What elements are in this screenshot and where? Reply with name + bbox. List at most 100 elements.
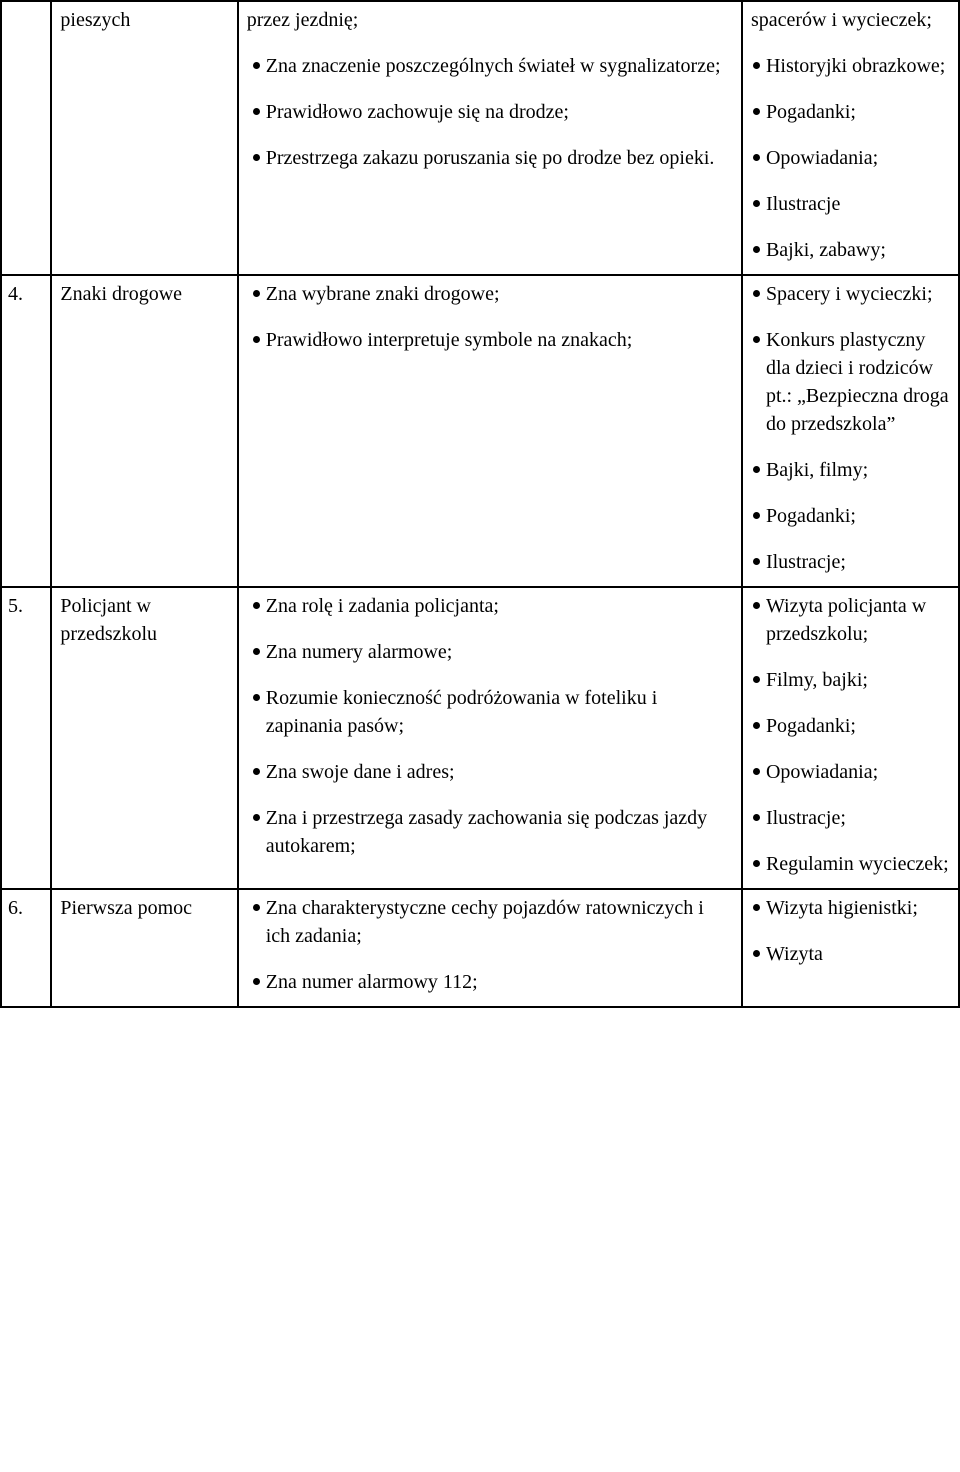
row-number: 5. (1, 587, 51, 889)
bullet-icon (253, 154, 260, 161)
bullet-text: Ilustracje (766, 190, 840, 218)
bullet-icon (753, 108, 760, 115)
topic-text: Pierwsza pomoc (60, 894, 228, 922)
bullet-text: Filmy, bajki; (766, 666, 868, 694)
methods-cell: Wizyta policjanta w przedszkolu; Filmy, b… (742, 587, 959, 889)
bullet-text: Pogadanki; (766, 98, 856, 126)
bullet-icon (253, 978, 260, 985)
topic-text: pieszych (60, 6, 228, 34)
row-number: 6. (1, 889, 51, 1007)
bullet-icon (253, 62, 260, 69)
bullet-icon (253, 336, 260, 343)
bullet-icon (253, 814, 260, 821)
methods-cell: spacerów i wycieczek; Historyjki obrazkow… (742, 1, 959, 275)
bullet-text: Przestrzega zakazu poruszania się po dro… (266, 144, 715, 172)
bullet-text: Opowiadania; (766, 144, 878, 172)
bullet-icon (253, 904, 260, 911)
bullet-text: Wizyta policjanta w przedszkolu; (766, 592, 950, 648)
bullet-text: Zna numery alarmowe; (266, 638, 453, 666)
bullet-item: Przestrzega zakazu poruszania się po dro… (253, 144, 733, 172)
bullet-item: Pogadanki; (753, 712, 950, 740)
bullet-text: Spacery i wycieczki; (766, 280, 933, 308)
row-number: 4. (1, 275, 51, 587)
bullet-item: Opowiadania; (753, 758, 950, 786)
bullet-text: Wizyta higienistki; (766, 894, 918, 922)
bullet-icon (753, 860, 760, 867)
bullet-icon (753, 676, 760, 683)
bullet-text: Regulamin wycieczek; (766, 850, 949, 878)
bullet-icon (753, 950, 760, 957)
bullet-icon (753, 154, 760, 161)
bullet-text: Opowiadania; (766, 758, 878, 786)
bullet-item: Zna wybrane znaki drogowe; (253, 280, 733, 308)
methods-cell: Spacery i wycieczki; Konkurs plastyczny d… (742, 275, 959, 587)
bullet-icon (753, 290, 760, 297)
bullet-item: Zna swoje dane i adres; (253, 758, 733, 786)
bullet-item: Zna znaczenie poszczególnych świateł w s… (253, 52, 733, 80)
bullet-icon (253, 602, 260, 609)
row-number (1, 1, 51, 275)
table-row: pieszych przez jezdnię; Zna znaczenie posz… (1, 1, 959, 275)
table-row: 6. Pierwsza pomoc Zna charakterystyczne ce… (1, 889, 959, 1007)
goals-cell: Zna rolę i zadania policjanta; Zna numery… (238, 587, 742, 889)
bullet-item: Prawidłowo zachowuje się na drodze; (253, 98, 733, 126)
bullet-item: Spacery i wycieczki; (753, 280, 950, 308)
topic-cell: Znaki drogowe (51, 275, 237, 587)
goals-cell: Zna charakterystyczne cechy pojazdów rat… (238, 889, 742, 1007)
table-row: 4. Znaki drogowe Zna wybrane znaki drogowe… (1, 275, 959, 587)
bullet-item: Rozumie konieczność podróżowania w fotel… (253, 684, 733, 740)
bullet-item: Ilustracje; (753, 804, 950, 832)
bullet-item: Pogadanki; (753, 502, 950, 530)
bullet-item: Wizyta (753, 940, 950, 968)
topic-text: Policjant w przedszkolu (60, 592, 228, 648)
bullet-text: Prawidłowo zachowuje się na drodze; (266, 98, 569, 126)
bullet-item: Zna numery alarmowe; (253, 638, 733, 666)
bullet-icon (753, 602, 760, 609)
bullet-item: Wizyta higienistki; (753, 894, 950, 922)
bullet-icon (253, 290, 260, 297)
bullet-text: Konkurs plastyczny dla dzieci i rodziców… (766, 326, 950, 438)
bullet-text: Pogadanki; (766, 712, 856, 740)
curriculum-table: pieszych przez jezdnię; Zna znaczenie posz… (0, 0, 960, 1008)
bullet-icon (753, 512, 760, 519)
topic-cell: Pierwsza pomoc (51, 889, 237, 1007)
plain-text: spacerów i wycieczek; (751, 6, 950, 34)
bullet-icon (753, 62, 760, 69)
plain-text: przez jezdnię; (247, 6, 733, 34)
bullet-text: Zna numer alarmowy 112; (266, 968, 478, 996)
bullet-icon (753, 466, 760, 473)
topic-cell: pieszych (51, 1, 237, 275)
bullet-text: Wizyta (766, 940, 823, 968)
bullet-item: Pogadanki; (753, 98, 950, 126)
goals-cell: Zna wybrane znaki drogowe; Prawidłowo int… (238, 275, 742, 587)
bullet-item: Ilustracje (753, 190, 950, 218)
bullet-item: Bajki, filmy; (753, 456, 950, 484)
bullet-icon (753, 246, 760, 253)
bullet-item: Regulamin wycieczek; (753, 850, 950, 878)
bullet-icon (253, 108, 260, 115)
topic-text: Znaki drogowe (60, 280, 228, 308)
bullet-icon (253, 694, 260, 701)
bullet-item: Bajki, zabawy; (753, 236, 950, 264)
bullet-icon (753, 904, 760, 911)
bullet-item: Prawidłowo interpretuje symbole na znaka… (253, 326, 733, 354)
bullet-icon (753, 814, 760, 821)
bullet-icon (753, 336, 760, 343)
bullet-icon (253, 648, 260, 655)
bullet-text: Zna rolę i zadania policjanta; (266, 592, 499, 620)
table-row: 5.Policjant w przedszkoluZna rolę i zada… (1, 587, 959, 889)
bullet-text: Zna i przestrzega zasady zachowania się … (266, 804, 733, 860)
methods-cell: Wizyta higienistki; Wizyta (742, 889, 959, 1007)
bullet-text: Zna znaczenie poszczególnych świateł w s… (266, 52, 721, 80)
bullet-item: Konkurs plastyczny dla dzieci i rodziców… (753, 326, 950, 438)
bullet-item: Wizyta policjanta w przedszkolu; (753, 592, 950, 648)
bullet-item: Opowiadania; (753, 144, 950, 172)
bullet-item: Zna charakterystyczne cechy pojazdów rat… (253, 894, 733, 950)
bullet-item: Zna i przestrzega zasady zachowania się … (253, 804, 733, 860)
bullet-text: Ilustracje; (766, 548, 846, 576)
bullet-item: Historyjki obrazkowe; (753, 52, 950, 80)
bullet-text: Bajki, filmy; (766, 456, 868, 484)
bullet-text: Rozumie konieczność podróżowania w fotel… (266, 684, 733, 740)
topic-cell: Policjant w przedszkolu (51, 587, 237, 889)
bullet-text: Prawidłowo interpretuje symbole na znaka… (266, 326, 633, 354)
